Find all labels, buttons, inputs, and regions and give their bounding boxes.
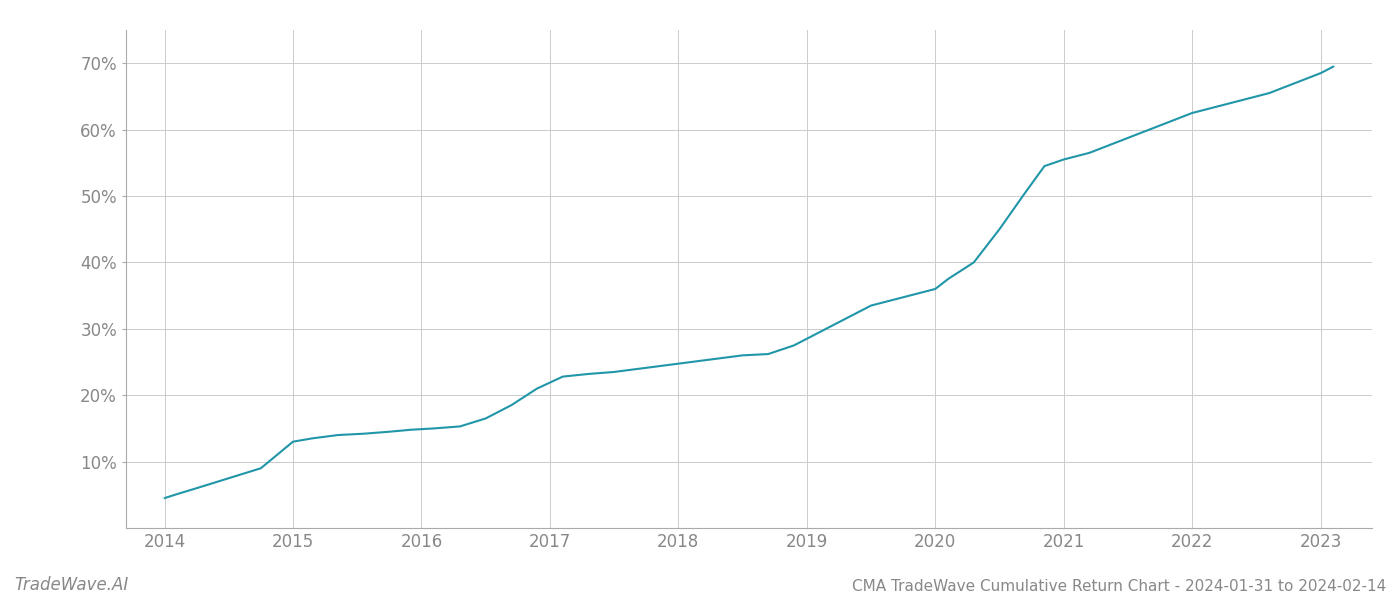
Text: CMA TradeWave Cumulative Return Chart - 2024-01-31 to 2024-02-14: CMA TradeWave Cumulative Return Chart - …	[851, 579, 1386, 594]
Text: TradeWave.AI: TradeWave.AI	[14, 576, 129, 594]
